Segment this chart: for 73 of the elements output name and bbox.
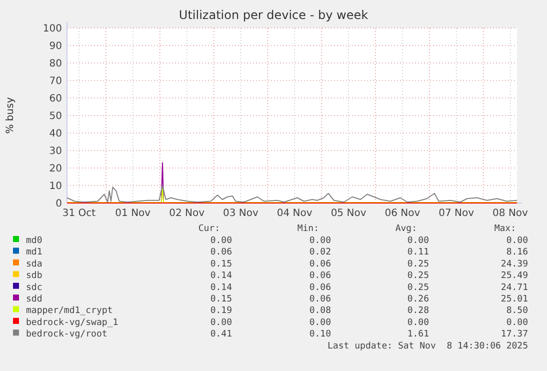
text: 0.00 [210,236,232,246]
text: 0.14 [210,282,232,293]
text: 0.00 [506,318,528,328]
text: 0.00 [309,318,331,328]
x-tick-label: 05 Nov [330,208,366,219]
chart-title: Utilization per device - by week [178,8,368,22]
x-tick-label: 07 Nov [438,208,474,219]
text: 0.11 [407,248,429,258]
legend-label: sda [26,259,42,270]
legend-label: sdb [26,271,42,282]
x-tick-label: 08 Nov [492,208,528,219]
text: 8.16 [506,248,528,258]
y-axis-title: % busy [5,97,16,134]
text: 0.00 [210,318,232,328]
legend-label: md1 [26,248,42,258]
text: 0.02 [309,248,331,258]
text: 0.25 [407,282,429,293]
text: 17.37 [500,330,528,340]
text: 0.15 [210,294,232,304]
y-tick-label: 20 [49,164,62,174]
legend-label: bedrock-vg/root [26,330,108,340]
legend-label: sdc [26,282,42,293]
text: 24.71 [500,282,528,293]
y-tick-label: 100 [42,24,62,34]
text: 24.39 [500,259,528,270]
text: 0.26 [407,294,429,304]
text: Last update: Sat Nov 8 14:30:06 2025 [328,341,528,352]
y-tick-label: 30 [49,146,62,157]
legend-label: bedrock-vg/swap_1 [26,318,118,328]
text: 0.00 [506,236,528,246]
text: 0.06 [309,271,331,282]
text: 0.06 [309,282,331,293]
text: Min: [297,224,319,234]
text: 0.15 [210,259,232,270]
legend-label: sdd [26,294,42,304]
text: Avg: [395,224,417,234]
y-tick-label: 50 [49,111,62,122]
text: 0.28 [407,306,429,316]
y-tick-label: 0 [56,198,62,210]
x-tick-label: 04 Nov [276,208,312,219]
y-tick-label: 70 [49,76,62,87]
legend-label: mapper/md1_crypt [26,306,113,316]
text: Cur: [198,224,220,234]
text: 1.61 [407,330,429,340]
y-tick-label: 40 [49,128,62,140]
line-series [66,185,518,203]
text: 0.06 [309,259,331,270]
text: 0.00 [407,318,429,328]
x-tick-label: 06 Nov [384,208,420,219]
y-tick-label: 60 [49,94,62,104]
text: Max: [494,224,516,234]
text: 0.00 [309,236,331,246]
text: 0.06 [210,248,232,258]
text: 0.00 [407,236,429,246]
text: 0.10 [309,330,331,340]
text: 0.25 [407,271,429,282]
text: 0.25 [407,259,429,270]
text: 0.41 [210,330,232,340]
text: 8.50 [506,306,528,316]
text: 0.06 [309,294,331,304]
x-tick-label: 01 Nov [115,208,151,219]
text: 25.49 [500,271,528,282]
text: 0.19 [210,306,232,316]
text: 0.08 [309,306,331,316]
y-tick-label: 10 [49,181,62,192]
x-tick-label: 03 Nov [223,208,258,219]
x-tick-label: 02 Nov [169,208,205,219]
legend-label: md0 [26,236,42,246]
y-tick-label: 80 [49,58,62,70]
y-tick-label: 90 [49,41,62,52]
text: 0.14 [210,271,232,282]
x-tick-label: 31 Oct [62,208,96,219]
text: 25.01 [500,294,528,304]
